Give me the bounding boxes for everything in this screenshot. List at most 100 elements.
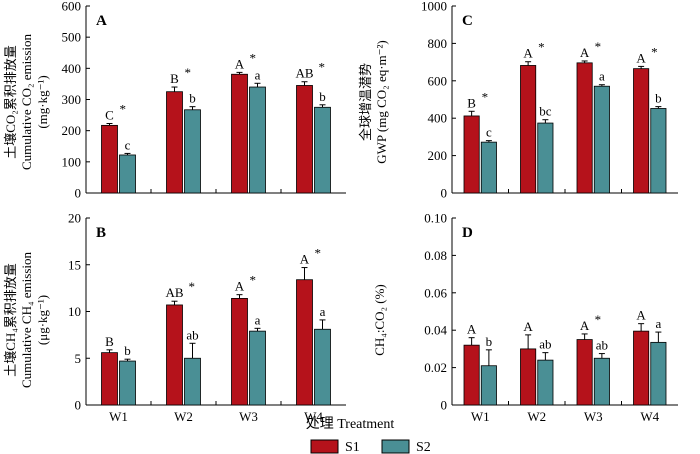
legend-swatch-s2 xyxy=(381,439,410,454)
sig-star-c: * xyxy=(538,40,545,55)
sig-letter-d: A xyxy=(580,318,590,333)
sig-star-c: * xyxy=(482,89,489,104)
sig-letter-d: A xyxy=(467,322,477,337)
sig-letter-b: a xyxy=(255,312,261,327)
y-tick-label-d: 0.10 xyxy=(424,211,447,226)
bar-c-s1-w3 xyxy=(576,62,593,194)
bar-a-s2-w1 xyxy=(119,154,136,194)
y-tick-label-c: 0 xyxy=(441,186,448,201)
y-tick-label-a: 300 xyxy=(62,92,82,107)
sig-star-c: * xyxy=(595,39,602,54)
bar-d-s1-w3 xyxy=(576,339,593,406)
bar-c-s2-w3 xyxy=(593,85,610,194)
y-tick-label-b: 0 xyxy=(75,398,82,413)
sig-star-a: * xyxy=(250,50,257,65)
bar-c-s2-w1 xyxy=(480,141,497,194)
sig-letter-d: b xyxy=(486,334,493,349)
y-tick-label-d: 0.02 xyxy=(424,360,447,375)
sig-star-b: * xyxy=(250,273,257,288)
bar-b-s1-w2 xyxy=(166,304,183,406)
sig-letter-a: A xyxy=(235,56,245,71)
x-tick-label-b: W1 xyxy=(109,409,128,424)
sig-letter-a: c xyxy=(125,137,131,152)
y-tick-label-c: 1000 xyxy=(421,0,447,14)
ylabel-a-en: Cumulative CO₂ emission xyxy=(19,34,34,170)
sig-letter-d: ab xyxy=(539,337,551,352)
sig-star-d: * xyxy=(595,312,602,327)
ylabel-c-en: GWP (mg CO₂ eq·m⁻²) xyxy=(374,40,389,164)
panel-letter-c: C xyxy=(462,13,473,29)
bar-d-s2-w1 xyxy=(480,365,497,406)
bar-c-s1-w1 xyxy=(463,115,480,194)
bar-a-s1-w3 xyxy=(231,73,248,194)
ylabel-b-cn: 土壤CH₄累积排放量 xyxy=(3,263,18,377)
sig-star-a: * xyxy=(185,65,192,80)
x-tick-label-d: W2 xyxy=(527,409,546,424)
y-tick-label-d: 0.04 xyxy=(424,323,447,338)
bar-d-s2-w2 xyxy=(537,359,554,406)
bar-c-s1-w2 xyxy=(520,65,537,194)
sig-letter-a: b xyxy=(319,89,326,104)
ylabel-c: 全球增温潜势 GWP (mg CO₂ eq·m⁻²) xyxy=(358,40,389,164)
y-tick-label-b: 20 xyxy=(68,211,81,226)
x-tick-label-d: W3 xyxy=(584,409,603,424)
ylabel-b-unit: (μg·kg⁻¹) xyxy=(35,295,50,345)
sig-letter-c: c xyxy=(486,125,492,140)
legend-label-s2: S2 xyxy=(416,440,431,454)
sig-letter-c: b xyxy=(655,91,662,106)
sig-letter-b: ab xyxy=(186,327,198,342)
bar-a-s2-w4 xyxy=(314,106,331,194)
bar-c-s1-w4 xyxy=(633,68,650,194)
sig-letter-b: B xyxy=(105,334,114,349)
x-tick-label-b: W4 xyxy=(304,409,323,424)
x-tick-label-b: W3 xyxy=(239,409,258,424)
bar-b-s1-w1 xyxy=(101,352,118,406)
sig-letter-a: a xyxy=(255,67,261,82)
bar-b-s2-w3 xyxy=(249,330,266,406)
x-axis-title: 处理 Treatment xyxy=(306,416,395,432)
bar-a-s1-w1 xyxy=(101,124,118,194)
sig-letter-c: bc xyxy=(539,104,552,119)
y-tick-label-d: 0.08 xyxy=(424,248,447,263)
bar-a-s2-w2 xyxy=(184,109,201,194)
bar-d-s1-w1 xyxy=(463,344,480,406)
ylabel-c-cn: 全球增温潜势 xyxy=(358,63,373,141)
ylabel-d-en: CH₄:CO₂ (%) xyxy=(372,284,387,356)
sig-letter-d: ab xyxy=(596,338,608,353)
ylabel-a-cn: 土壤CO₂累积排放量 xyxy=(3,45,18,159)
sig-letter-c: A xyxy=(523,46,533,61)
sig-letter-b: A xyxy=(235,279,245,294)
sig-letter-a: b xyxy=(189,91,196,106)
sig-letter-a: B xyxy=(170,71,179,86)
y-tick-label-d: 0 xyxy=(441,398,448,413)
sig-letter-a: C xyxy=(105,107,114,122)
bar-c-s2-w4 xyxy=(650,108,667,194)
sig-letter-b: a xyxy=(320,304,326,319)
sig-letter-c: A xyxy=(580,45,590,60)
sig-star-c: * xyxy=(651,44,658,59)
y-tick-label-a: 600 xyxy=(62,0,82,14)
y-tick-label-c: 200 xyxy=(428,148,448,163)
sig-star-a: * xyxy=(120,101,127,116)
panel-d: 0 0.02 0.04 0.06 0.08 0.10 D W1 Ab W2 Aab W3 A * ab W4 A… xyxy=(424,211,678,424)
legend-swatch-s1 xyxy=(310,439,339,454)
panel-a: 0 100 200 300 400 500 600 A C * c B * b A * a AB * b xyxy=(62,0,346,201)
y-tick-label-c: 400 xyxy=(428,111,448,126)
sig-letter-c: A xyxy=(636,50,646,65)
bar-c-s2-w2 xyxy=(537,122,554,194)
ylabel-b-en: Cumulative CH₄ emission xyxy=(19,252,34,388)
y-tick-label-d: 0.06 xyxy=(424,285,447,300)
y-tick-label-a: 200 xyxy=(62,123,82,138)
bar-d-s1-w2 xyxy=(520,348,537,406)
legend: S1 S2 xyxy=(310,439,431,454)
sig-letter-c: B xyxy=(467,95,476,110)
sig-letter-b: b xyxy=(124,343,131,358)
y-tick-label-c: 600 xyxy=(428,73,448,88)
sig-letter-a: AB xyxy=(295,66,313,81)
sig-star-b: * xyxy=(315,246,322,261)
ylabel-a: 土壤CO₂累积排放量 Cumulative CO₂ emission (mg·k… xyxy=(3,34,50,170)
y-tick-label-a: 400 xyxy=(62,61,82,76)
y-tick-label-a: 500 xyxy=(62,30,82,45)
sig-letter-d: a xyxy=(655,316,661,331)
